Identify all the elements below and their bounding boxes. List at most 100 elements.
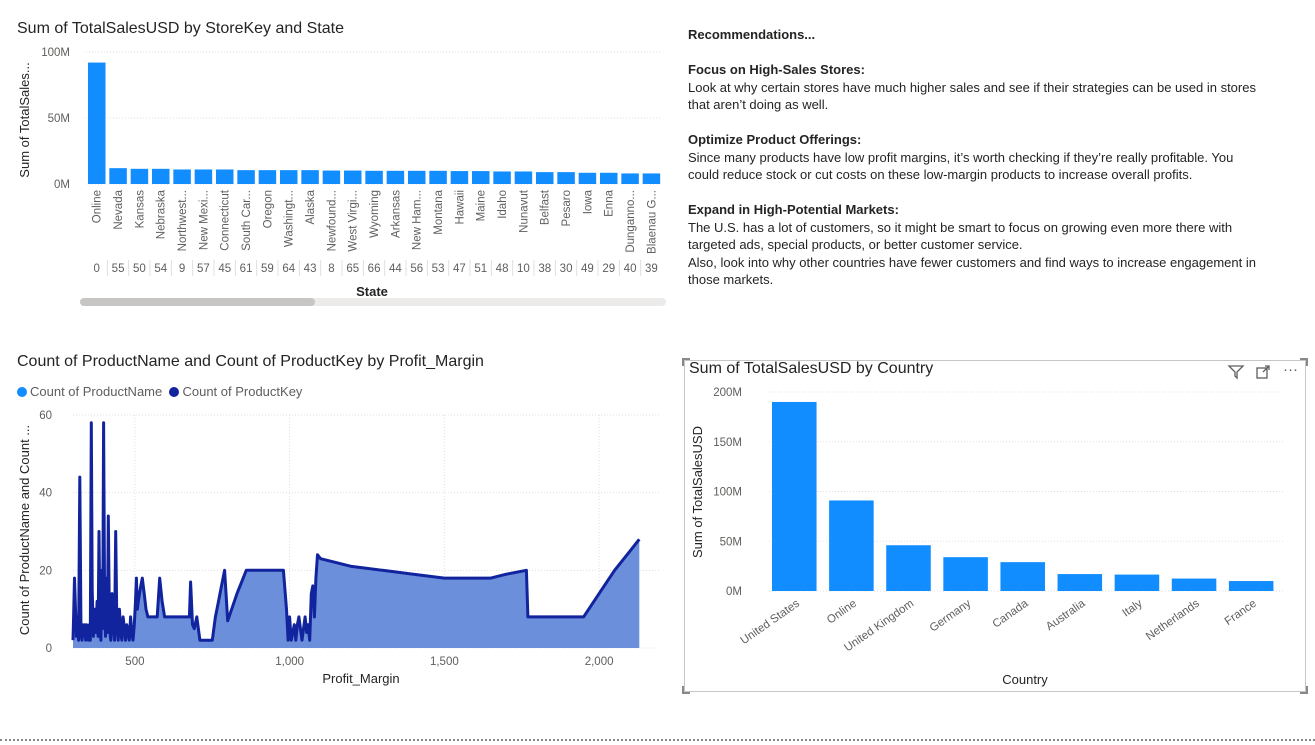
store-x-tick: Alaska xyxy=(305,189,317,224)
store-bar[interactable] xyxy=(493,171,511,184)
store-y-tick: 50M xyxy=(48,113,70,125)
store-bar[interactable] xyxy=(152,168,170,184)
margin-y-tick: 60 xyxy=(39,410,52,422)
filter-icon[interactable] xyxy=(1227,364,1245,380)
store-bar[interactable] xyxy=(642,173,661,184)
store-bar[interactable] xyxy=(578,172,597,184)
store-x-tick: Iowa xyxy=(582,189,594,214)
country-bar[interactable] xyxy=(943,557,988,591)
store-bar[interactable] xyxy=(88,62,106,184)
store-bar-chart[interactable]: 100M 50M 0M Sum of TotalSales... Online Nev… xyxy=(0,40,680,312)
store-x-tick: Online xyxy=(92,190,104,223)
country-bar[interactable] xyxy=(886,545,931,591)
store-x-tick: Nevada xyxy=(113,189,125,229)
store-y-tick: 100M xyxy=(41,47,70,59)
legend-dot-icon xyxy=(169,387,180,397)
country-x-tick: Online xyxy=(825,598,859,627)
country-y-axis-title: Sum of TotalSalesUSD xyxy=(690,426,705,558)
store-bar[interactable] xyxy=(216,169,234,184)
focus-mode-icon[interactable] xyxy=(1255,364,1271,380)
country-y-tick: 200M xyxy=(713,387,742,399)
country-bar[interactable] xyxy=(1114,574,1160,591)
resize-handle[interactable] xyxy=(682,358,690,366)
margin-area-chart[interactable]: 0 20 40 60 500 1,000 1,500 2,000 Count of Produ… xyxy=(0,400,680,695)
store-key-label: 59 xyxy=(261,263,274,275)
store-key-label: 0 xyxy=(94,263,100,275)
store-bar[interactable] xyxy=(258,170,277,184)
store-bar[interactable] xyxy=(130,168,149,184)
more-options-icon[interactable]: ··· xyxy=(1283,361,1298,378)
store-bar[interactable] xyxy=(450,171,469,184)
store-bar[interactable] xyxy=(472,171,490,184)
store-bar[interactable] xyxy=(514,171,533,184)
store-bar[interactable] xyxy=(322,170,341,184)
store-x-tick: Idaho xyxy=(497,190,509,219)
store-key-label: 39 xyxy=(645,263,658,275)
resize-handle[interactable] xyxy=(1300,358,1308,366)
rec-line: The U.S. has a lot of customers, so it m… xyxy=(688,219,1233,235)
store-bar[interactable] xyxy=(344,170,362,184)
store-scrollbar-thumb[interactable] xyxy=(80,298,315,306)
store-x-tick: Nunavut xyxy=(518,189,530,233)
country-x-tick: Italy xyxy=(1120,597,1144,619)
country-bar[interactable] xyxy=(1171,578,1217,591)
store-key-label: 49 xyxy=(581,263,594,275)
country-x-tick: United States xyxy=(739,597,803,647)
store-key-label: 43 xyxy=(304,263,317,275)
store-key-label: 54 xyxy=(154,263,167,275)
legend-dot-icon xyxy=(17,387,27,397)
margin-x-tick: 1,500 xyxy=(430,656,459,668)
store-bar[interactable] xyxy=(280,170,298,184)
store-chart-title: Sum of TotalSalesUSD by StoreKey and Sta… xyxy=(17,20,344,37)
store-x-tick: Montana xyxy=(433,189,445,234)
country-x-tick: Australia xyxy=(1044,597,1088,633)
country-y-tick: 50M xyxy=(720,536,742,548)
store-bar[interactable] xyxy=(429,170,447,184)
store-key-label: 65 xyxy=(346,263,359,275)
legend-item-productname[interactable]: Count of ProductName xyxy=(17,384,162,399)
store-key-label: 48 xyxy=(496,263,509,275)
store-key-label: 44 xyxy=(389,263,402,275)
store-x-tick: Blaenau G... xyxy=(646,190,658,254)
margin-chart-title: Count of ProductName and Count of Produc… xyxy=(17,353,484,370)
country-visual-frame[interactable] xyxy=(682,358,1308,694)
store-bar[interactable] xyxy=(408,170,426,184)
store-key-label: 40 xyxy=(624,263,637,275)
store-bar[interactable] xyxy=(301,170,319,184)
country-bar[interactable] xyxy=(1000,562,1045,591)
rec-line: targeted ads, special products, or bette… xyxy=(688,237,1023,252)
country-bar[interactable] xyxy=(772,401,817,591)
legend-item-productkey[interactable]: Count of ProductKey xyxy=(169,384,302,399)
resize-handle[interactable] xyxy=(1300,686,1308,694)
rec-line: Also, look into why other countries have… xyxy=(688,254,1256,270)
margin-area-fill xyxy=(73,422,640,648)
store-bar[interactable] xyxy=(194,169,213,184)
store-bar[interactable] xyxy=(237,170,255,184)
country-chart-title: Sum of TotalSalesUSD by Country xyxy=(689,360,934,377)
store-bar[interactable] xyxy=(557,172,575,184)
recommendations-textbox: Recommendations... Focus on High-Sales S… xyxy=(688,26,1298,289)
store-bar[interactable] xyxy=(621,173,639,184)
country-bar[interactable] xyxy=(1057,574,1103,591)
store-bar[interactable] xyxy=(536,172,554,184)
rec-line: that aren’t doing as well. xyxy=(688,97,829,112)
store-y-tick: 0M xyxy=(54,179,70,191)
margin-x-tick: 500 xyxy=(125,656,144,668)
store-bar[interactable] xyxy=(365,170,383,184)
country-x-axis-title: Country xyxy=(1002,672,1048,687)
store-key-label: 30 xyxy=(560,263,573,275)
store-x-tick: Nebraska xyxy=(156,189,168,239)
resize-handle[interactable] xyxy=(682,686,690,694)
store-bar[interactable] xyxy=(386,170,405,184)
country-bar[interactable] xyxy=(829,500,874,591)
store-x-tick: Arkansas xyxy=(390,190,402,238)
store-bar[interactable] xyxy=(109,168,127,184)
margin-y-tick: 20 xyxy=(39,565,52,577)
country-bar[interactable] xyxy=(1228,581,1274,591)
margin-series-line xyxy=(71,421,641,642)
store-key-label: 55 xyxy=(112,263,125,275)
country-bar-chart[interactable]: 200M 150M 100M 50M 0M Sum of TotalSalesUSD U… xyxy=(684,380,1304,690)
store-x-tick: New Ham... xyxy=(412,190,424,250)
store-bar[interactable] xyxy=(173,169,191,184)
store-bar[interactable] xyxy=(600,172,618,184)
